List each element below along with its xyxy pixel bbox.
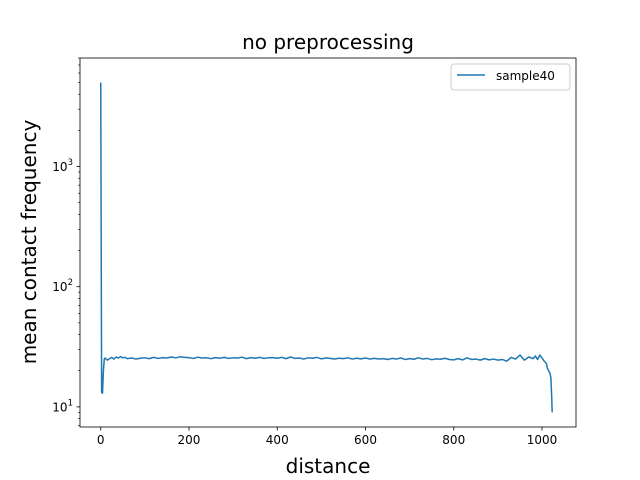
plot-frame	[79, 57, 577, 428]
y-tick-base: 10	[52, 400, 67, 414]
y-tick-exponent: 2	[68, 278, 73, 288]
y-tick-base: 10	[52, 160, 67, 174]
x-tick-label: 400	[266, 433, 289, 447]
x-tick-label: 200	[178, 433, 201, 447]
y-tick-label: 102	[52, 278, 73, 294]
y-tick-exponent: 3	[68, 158, 73, 168]
chart-title: no preprocessing	[242, 30, 414, 54]
legend: sample40	[450, 63, 571, 91]
x-tick-label: 0	[97, 433, 105, 447]
x-tick-label: 1000	[527, 433, 558, 447]
x-axis-label: distance	[286, 454, 371, 478]
x-tick-label: 800	[442, 433, 465, 447]
legend-label-sample40: sample40	[496, 69, 555, 83]
y-tick-label: 103	[52, 158, 73, 174]
y-tick-exponent: 1	[68, 398, 73, 408]
x-axis: 0 200 400 600 800 1000	[97, 427, 557, 447]
series-layer	[99, 82, 553, 413]
x-tick-label: 600	[354, 433, 377, 447]
plot-area	[79, 57, 577, 428]
plot-background	[80, 58, 576, 427]
y-tick-base: 10	[52, 280, 67, 294]
y-axis-label: mean contact frequency	[17, 120, 41, 365]
y-tick-label: 101	[52, 398, 73, 414]
legend-box	[450, 63, 571, 91]
series-line-sample40	[99, 82, 553, 413]
